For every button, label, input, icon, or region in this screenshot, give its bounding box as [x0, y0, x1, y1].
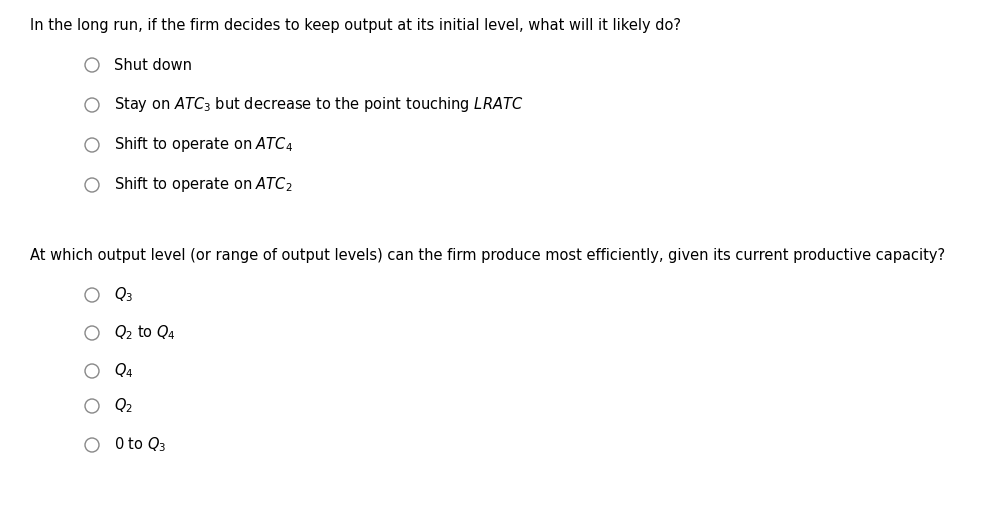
- Text: In the long run, if the firm decides to keep output at its initial level, what w: In the long run, if the firm decides to …: [30, 18, 681, 33]
- Text: Shift to operate on $\mathit{ATC}_2$: Shift to operate on $\mathit{ATC}_2$: [114, 175, 293, 194]
- Text: Shift to operate on $\mathit{ATC}_4$: Shift to operate on $\mathit{ATC}_4$: [114, 136, 293, 155]
- Text: At which output level (or range of output levels) can the firm produce most effi: At which output level (or range of outpu…: [30, 248, 946, 263]
- Text: $\mathit{Q}_3$: $\mathit{Q}_3$: [114, 286, 133, 304]
- Text: Shut down: Shut down: [114, 58, 192, 72]
- Text: Stay on $\mathit{ATC}_3$ but decrease to the point touching $\mathit{LRATC}$: Stay on $\mathit{ATC}_3$ but decrease to…: [114, 96, 524, 115]
- Text: $\mathit{Q}_2$: $\mathit{Q}_2$: [114, 397, 133, 415]
- Text: $\mathit{Q}_2$ to $\mathit{Q}_4$: $\mathit{Q}_2$ to $\mathit{Q}_4$: [114, 324, 176, 342]
- Text: 0 to $\mathit{Q}_3$: 0 to $\mathit{Q}_3$: [114, 436, 167, 454]
- Text: $\mathit{Q}_4$: $\mathit{Q}_4$: [114, 362, 133, 380]
